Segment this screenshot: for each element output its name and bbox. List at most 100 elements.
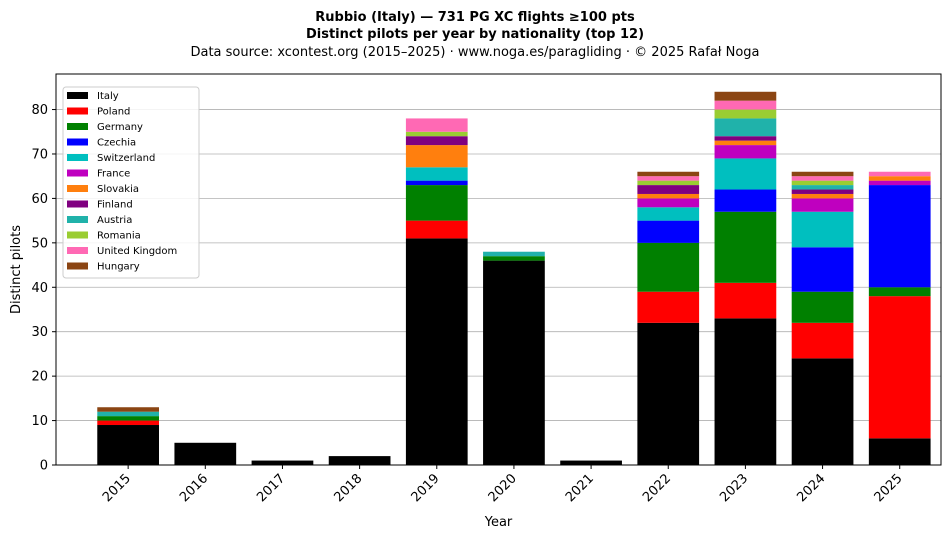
bar-2019-finland — [405, 136, 468, 146]
bar-2023-united-kingdom — [714, 100, 777, 110]
legend-label-united-kingdom: United Kingdom — [97, 246, 177, 257]
bar-2025-italy — [868, 438, 931, 465]
bar-2025-czechia — [868, 185, 931, 288]
y-tick-label-80: 80 — [31, 103, 48, 118]
bar-2024-switzerland — [791, 211, 854, 248]
bar-2019-slovakia — [405, 145, 468, 168]
legend-label-slovakia: Slovakia — [97, 184, 139, 195]
x-tick-label-2015: 2015 — [100, 471, 134, 505]
legend-label-france: France — [97, 169, 130, 180]
bar-2023-france — [714, 145, 777, 159]
y-tick-label-40: 40 — [31, 281, 48, 296]
legend-swatch-germany — [67, 123, 88, 130]
bar-2020-italy — [483, 260, 545, 465]
legend-label-finland: Finland — [97, 200, 133, 211]
legend-swatch-france — [67, 169, 88, 177]
legend-swatch-romania — [67, 231, 88, 239]
y-tick-label-0: 0 — [40, 459, 48, 474]
chart-title: Rubbio (Italy) — 731 PG XC flights ≥100 … — [315, 10, 635, 25]
bar-2023-switzerland — [714, 158, 777, 190]
bar-2023-italy — [714, 318, 777, 465]
x-tick-label-2023: 2023 — [717, 471, 751, 505]
bar-2023-romania — [714, 109, 777, 119]
legend-swatch-austria — [67, 216, 88, 223]
bar-2023-austria — [714, 118, 777, 137]
legend-box — [62, 86, 200, 279]
bar-2022-slovakia — [637, 193, 700, 199]
chart-source-line: Data source: xcontest.org (2015–2025) · … — [190, 45, 759, 60]
x-tick-label-2022: 2022 — [640, 471, 674, 505]
bar-2019-germany — [405, 185, 468, 221]
x-tick-label-2025: 2025 — [872, 471, 906, 505]
bar-2024-austria — [791, 185, 854, 190]
bar-2019-united-kingdom — [405, 118, 468, 132]
bar-2015-hungary — [97, 407, 160, 412]
legend-swatch-italy — [67, 92, 88, 99]
legend-swatch-finland — [67, 200, 88, 208]
legend-label-italy: Italy — [97, 91, 119, 102]
legend-label-switzerland: Switzerland — [97, 153, 155, 164]
bar-2022-hungary — [637, 171, 700, 177]
y-tick-label-10: 10 — [31, 414, 48, 429]
legend-label-germany: Germany — [97, 122, 143, 133]
bar-2024-poland — [791, 322, 854, 359]
bar-2019-italy — [405, 238, 468, 465]
bar-2016-italy — [174, 442, 237, 465]
bar-2024-italy — [791, 358, 854, 465]
bar-2015-italy — [97, 425, 160, 465]
bar-2019-poland — [405, 220, 468, 239]
bar-2024-united-kingdom — [791, 176, 854, 181]
legend-swatch-czechia — [67, 138, 88, 146]
bar-2018-italy — [328, 456, 391, 465]
bar-2015-austria — [97, 411, 160, 417]
bar-2022-united-kingdom — [637, 176, 700, 181]
bar-2024-germany — [791, 291, 854, 323]
legend-label-poland: Poland — [97, 107, 130, 118]
x-tick-label-2019: 2019 — [409, 471, 443, 505]
legend-swatch-hungary — [67, 262, 88, 270]
bar-2020-germany — [483, 256, 545, 261]
y-tick-label-30: 30 — [31, 325, 48, 340]
legend-label-czechia: Czechia — [97, 138, 136, 149]
y-tick-label-50: 50 — [31, 236, 48, 251]
bar-2022-czechia — [637, 220, 700, 243]
x-tick-label-2021: 2021 — [563, 471, 597, 505]
bar-2023-germany — [714, 211, 777, 283]
y-tick-label-60: 60 — [31, 192, 48, 207]
bar-2019-switzerland — [405, 167, 468, 181]
bar-2025-france — [868, 180, 931, 186]
bar-2025-poland — [868, 296, 931, 439]
y-tick-label-20: 20 — [31, 370, 48, 385]
bar-2022-finland — [637, 185, 700, 194]
bar-stacks — [97, 91, 931, 465]
bar-2025-united-kingdom — [868, 171, 931, 177]
x-tick-label-2024: 2024 — [794, 471, 828, 505]
bar-2023-poland — [714, 282, 777, 319]
y-axis-label: Distinct pilots — [9, 225, 24, 314]
legend-label-hungary: Hungary — [97, 262, 140, 273]
bar-2023-finland — [714, 136, 777, 141]
legend-label-romania: Romania — [97, 231, 141, 242]
x-tick-label-2020: 2020 — [486, 471, 520, 505]
chart-subtitle: Distinct pilots per year by nationality … — [306, 27, 644, 42]
bar-2023-czechia — [714, 189, 777, 212]
x-tick-label-2016: 2016 — [177, 471, 211, 505]
bar-2020-austria — [483, 251, 545, 257]
bar-2019-romania — [405, 131, 468, 137]
legend-swatch-switzerland — [67, 154, 88, 161]
bar-2023-hungary — [714, 91, 777, 101]
bar-2021-italy — [560, 460, 622, 465]
bar-2022-switzerland — [637, 207, 700, 221]
bar-2022-romania — [637, 180, 700, 186]
x-axis-label: Year — [484, 515, 513, 530]
bar-2019-czechia — [405, 180, 468, 186]
bar-2023-slovakia — [714, 140, 777, 146]
x-axis: 2015 2016 2017 2018 2019 2020 2021 2022 2023 2024… — [100, 465, 906, 505]
bar-2024-france — [791, 198, 854, 212]
bar-2022-germany — [637, 242, 700, 292]
plot-area-frame — [55, 73, 942, 466]
x-tick-label-2018: 2018 — [331, 471, 365, 505]
legend: Italy Poland Germany Czechia Switzerland Fran… — [62, 86, 200, 279]
x-tick-label-2017: 2017 — [254, 471, 288, 505]
